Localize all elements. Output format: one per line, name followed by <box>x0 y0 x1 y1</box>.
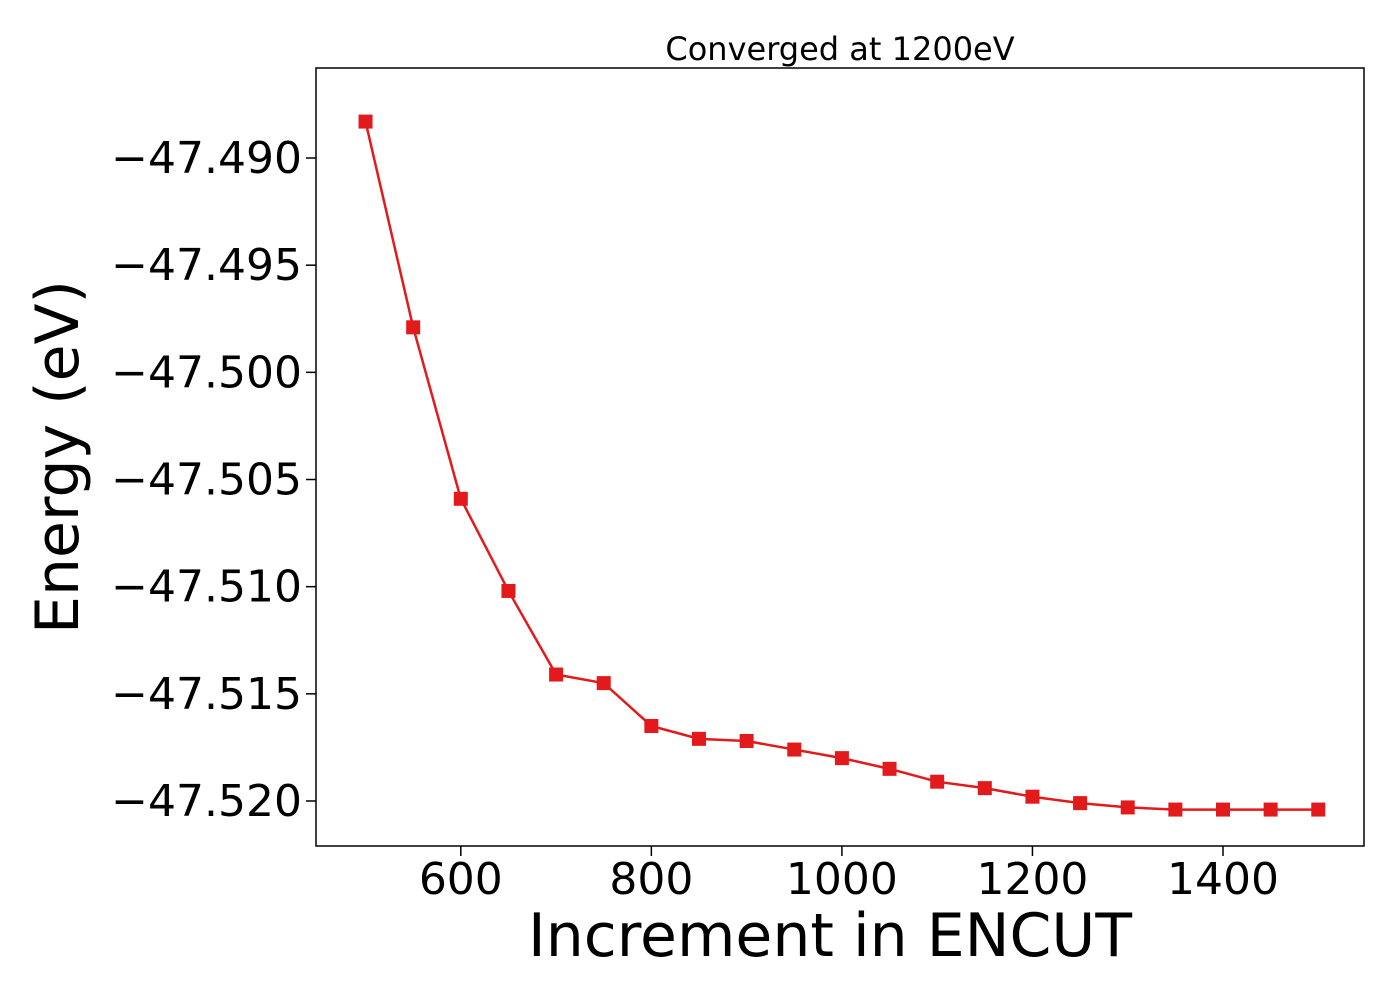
data-point-marker <box>977 781 992 796</box>
data-point-marker <box>453 491 468 506</box>
data-point-marker <box>596 676 611 691</box>
x-axis: 600 800 1000 1200 1400 <box>419 846 1279 905</box>
data-point-marker <box>882 761 897 776</box>
data-point-marker <box>739 733 754 748</box>
data-point-marker <box>930 774 945 789</box>
x-tick-label: 1000 <box>786 854 898 905</box>
plot-frame <box>315 67 1365 847</box>
x-axis-label: Increment in ENCUT <box>528 901 1132 971</box>
y-axis: −47.490 −47.495 −47.500 −47.505 −47.510 −47.5… <box>111 133 316 827</box>
chart-title: Converged at 1200eV <box>665 30 1014 68</box>
data-point-marker <box>1263 802 1278 817</box>
series-line <box>364 121 1319 811</box>
y-tick-label: −47.520 <box>111 776 302 827</box>
data-point-marker <box>358 114 373 129</box>
data-point-marker <box>1120 800 1135 815</box>
x-tick-label: 1400 <box>1167 854 1279 905</box>
x-tick-label: 800 <box>609 854 693 905</box>
data-point-marker <box>1025 789 1040 804</box>
y-axis-label: Energy (eV) <box>23 280 93 634</box>
y-tick-label: −47.495 <box>111 240 302 291</box>
data-point-marker <box>787 742 802 757</box>
x-tick-label: 1200 <box>976 854 1088 905</box>
x-tick-label: 600 <box>419 854 503 905</box>
data-point-marker <box>1073 796 1088 811</box>
data-point-marker <box>691 731 706 746</box>
data-point-marker <box>1215 802 1230 817</box>
y-tick-label: −47.490 <box>111 133 302 184</box>
data-point-marker <box>549 667 564 682</box>
y-tick-label: −47.500 <box>111 347 302 398</box>
data-point-marker <box>501 583 516 598</box>
data-point-marker <box>644 718 659 733</box>
series-layer <box>358 114 1326 817</box>
y-tick-label: −47.510 <box>111 562 302 613</box>
data-point-marker <box>834 751 849 766</box>
y-tick-label: −47.505 <box>111 455 302 506</box>
data-point-marker <box>1311 802 1326 817</box>
data-point-marker <box>406 320 421 335</box>
y-tick-label: −47.515 <box>111 669 302 720</box>
data-point-marker <box>1168 802 1183 817</box>
